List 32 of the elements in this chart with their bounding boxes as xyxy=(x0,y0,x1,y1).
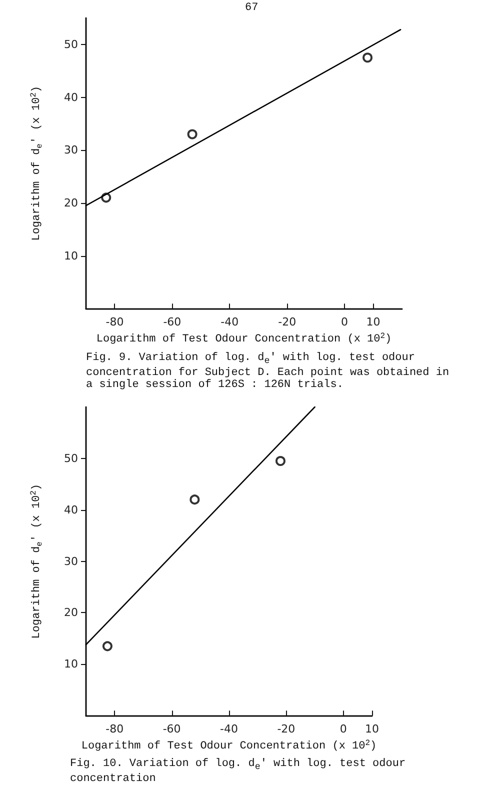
y-tick-label: 40 xyxy=(64,503,78,516)
y-tick-label: 30 xyxy=(64,554,78,568)
y-tick-label: 20 xyxy=(64,606,78,620)
y-tick-label: 50 xyxy=(64,38,78,51)
text: Fig. 10. Variation of log. d$_{e}$' with log. test odour concentration xyxy=(70,758,406,785)
point xyxy=(187,129,198,140)
y-tick-label: 20 xyxy=(64,196,78,210)
x-tick-label: -80 xyxy=(106,316,124,329)
x-tick-label: -40 xyxy=(220,722,238,736)
y-tick-label: 10 xyxy=(64,658,78,671)
x-tick-label: 10 xyxy=(365,722,379,736)
x-tick-label: 0 xyxy=(340,722,347,736)
y-tick-label: 10 xyxy=(64,249,78,262)
y-axis-title: Logarithm of de' (x 102) xyxy=(30,484,44,639)
x-tick-label: -80 xyxy=(106,722,124,736)
x-tick-label: -60 xyxy=(162,722,181,736)
y-axis-title: Logarithm of de' (x 102) xyxy=(30,86,44,241)
point xyxy=(102,641,112,652)
x-tick-label: -20 xyxy=(277,722,296,736)
x-tick-label: -40 xyxy=(220,316,239,329)
x-tick-label: -60 xyxy=(163,316,182,329)
x-tick-label: 0 xyxy=(341,316,348,329)
y-tick-label: 50 xyxy=(64,452,78,465)
y-tick-label: 40 xyxy=(64,90,78,104)
point xyxy=(275,456,286,466)
text: 67 xyxy=(245,2,258,14)
y-tick-label: 30 xyxy=(64,144,78,157)
point xyxy=(362,52,373,63)
point xyxy=(190,494,200,505)
x-tick-label: 10 xyxy=(366,316,380,329)
x-tick-label: -20 xyxy=(278,316,296,329)
caption: Fig. 9. Variation of log. d$_{e}$' with log. test odour concentration for Subject D. Each point was obtained in a single session of 126S : 126N trials. xyxy=(86,352,450,392)
